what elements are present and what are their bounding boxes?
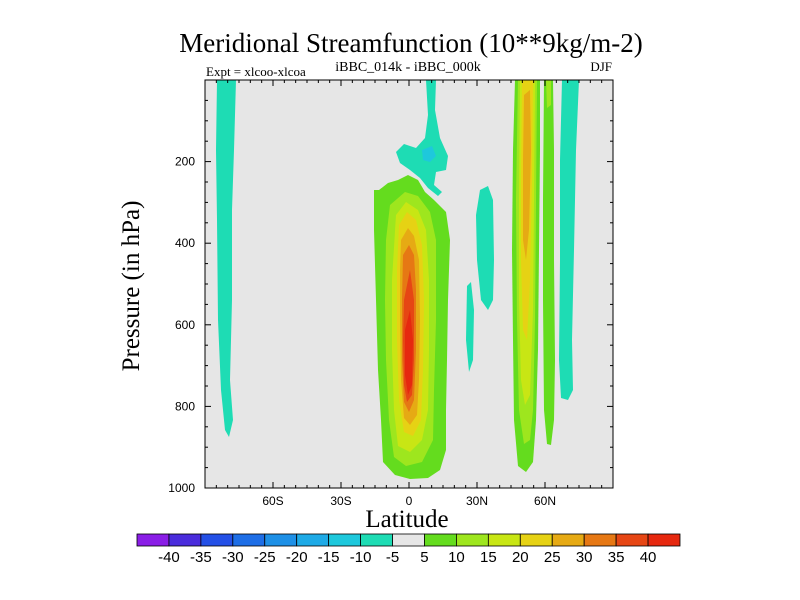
colorbar-box bbox=[264, 533, 298, 547]
colorbar-label: 30 bbox=[576, 549, 593, 566]
y-tick-label: 1000 bbox=[168, 481, 195, 495]
contour-equatorial-pos-40 bbox=[405, 310, 413, 395]
y-ticks: 200 400 600 800 1000 bbox=[168, 79, 613, 495]
colorbar-label: 5 bbox=[420, 549, 428, 566]
colorbar-box bbox=[551, 533, 585, 547]
colorbar-box bbox=[456, 533, 489, 547]
contour-cell-30N-neg bbox=[476, 186, 494, 310]
chart-title: Meridional Streamfunction (10**9kg/m-2) bbox=[179, 28, 642, 58]
colorbar-box bbox=[200, 533, 234, 547]
colorbar-label: -30 bbox=[222, 549, 244, 566]
colorbar-box bbox=[424, 533, 457, 547]
colorbar-label: -25 bbox=[254, 549, 276, 566]
y-tick-label: 400 bbox=[175, 236, 195, 250]
colorbar-box bbox=[360, 533, 393, 547]
colorbar-label: -20 bbox=[286, 549, 308, 566]
plot-area bbox=[204, 79, 614, 489]
experiment-label: Expt = xlcoo-xlcoa bbox=[206, 64, 306, 79]
y-axis-label: Pressure (in hPa) bbox=[118, 201, 145, 372]
y-tick-label: 600 bbox=[175, 318, 195, 332]
colorbar-label: -40 bbox=[158, 549, 180, 566]
x-axis-label: Latitude bbox=[365, 506, 448, 533]
contour-cell-60N-pos-10 bbox=[546, 80, 551, 108]
x-tick-label: 30N bbox=[466, 494, 488, 508]
colorbar-label: 15 bbox=[480, 549, 497, 566]
colorbar-box bbox=[392, 533, 425, 547]
y-tick-label: 200 bbox=[175, 155, 195, 169]
colorbar-box bbox=[647, 533, 681, 547]
x-tick-label: 60S bbox=[262, 494, 283, 508]
x-ticks: 60S 30S 0 30N 60N bbox=[204, 80, 614, 508]
contour-cell-70N-neg bbox=[559, 80, 579, 400]
colorbar-label: 10 bbox=[448, 549, 465, 566]
colorbar-box bbox=[136, 533, 170, 547]
colorbar-label: -15 bbox=[318, 549, 340, 566]
colorbar-box bbox=[168, 533, 202, 547]
colorbar: -40 -35 -30 -25 -20 -15 -10 -5 5 10 15 20 25 30 35 40 bbox=[136, 533, 681, 566]
colorbar-label: 25 bbox=[544, 549, 561, 566]
contour-equatorial-upper-neg bbox=[396, 80, 448, 196]
x-tick-label: 30S bbox=[330, 494, 351, 508]
colorbar-label: -35 bbox=[190, 549, 212, 566]
colorbar-box bbox=[232, 533, 266, 547]
colorbar-box bbox=[615, 533, 649, 547]
contour-cell-35N-neg bbox=[466, 282, 474, 372]
contour-cell-60N-pos bbox=[543, 80, 555, 445]
contour-equatorial-core-neg bbox=[422, 146, 436, 162]
colorbar-label: 40 bbox=[640, 549, 657, 566]
x-tick-label: 0 bbox=[406, 494, 413, 508]
colorbar-label: 20 bbox=[512, 549, 529, 566]
colorbar-label: -10 bbox=[350, 549, 372, 566]
y-tick-label: 800 bbox=[175, 399, 195, 413]
contour-cell-60S-neg bbox=[216, 80, 236, 437]
season-label: DJF bbox=[590, 59, 612, 74]
colorbar-box bbox=[487, 533, 521, 547]
colorbar-label: 35 bbox=[608, 549, 625, 566]
colorbar-box bbox=[328, 533, 361, 547]
chart-subtitle: iBBC_014k - iBBC_000k bbox=[335, 60, 480, 75]
colorbar-box bbox=[519, 533, 553, 547]
colorbar-label: -5 bbox=[386, 549, 399, 566]
contour-cell-50N-pos-25 bbox=[523, 90, 531, 260]
colorbar-box bbox=[583, 533, 617, 547]
colorbar-box bbox=[296, 533, 330, 547]
x-tick-label: 60N bbox=[534, 494, 556, 508]
